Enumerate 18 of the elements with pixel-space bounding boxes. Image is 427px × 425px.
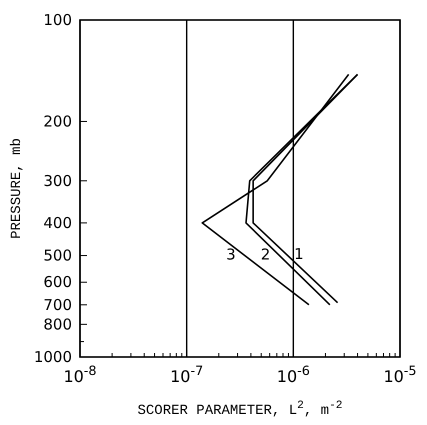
x-tick-label: 10$^{-6}$	[276, 364, 310, 386]
series-label: 2	[260, 246, 270, 264]
y-tick-label: 200	[43, 112, 72, 130]
y-axis-title: PRESSURE, mb	[9, 138, 25, 239]
y-tick-label: 1000	[34, 348, 72, 366]
y-tick-label: 100	[43, 11, 72, 29]
x-tick-label: 10$^{-5}$	[383, 364, 417, 386]
series-label: 1	[294, 244, 304, 263]
y-tick-label: 700	[43, 296, 72, 314]
y-tick-label: 300	[43, 172, 72, 190]
x-tick-label: 10$^{-7}$	[170, 364, 204, 386]
y-tick-label: 600	[43, 273, 72, 292]
x-tick-label: 10$^{-8}$	[63, 364, 97, 386]
y-tick-label: 500	[43, 246, 72, 265]
y-tick-label: 400	[43, 214, 72, 232]
series-label: 3	[226, 246, 236, 264]
y-tick-label: 800	[43, 315, 72, 334]
x-axis-title: SCORER PARAMETER, L$^{2}$, m$^{-2}$	[137, 400, 343, 419]
